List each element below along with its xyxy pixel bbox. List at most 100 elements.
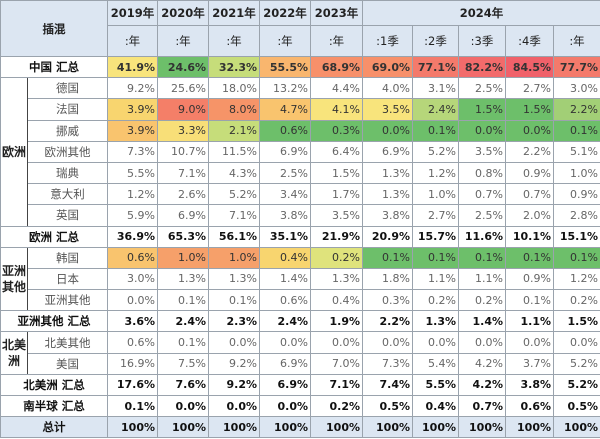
- value-cell[interactable]: 11.6%: [458, 225, 506, 248]
- value-cell[interactable]: 7.3%: [362, 352, 413, 375]
- value-cell[interactable]: 0.4%: [310, 289, 363, 312]
- value-cell[interactable]: 3.9%: [107, 119, 158, 142]
- value-cell[interactable]: 0.6%: [259, 289, 311, 312]
- value-cell[interactable]: 6.9%: [259, 140, 311, 163]
- value-cell[interactable]: 3.0%: [107, 267, 158, 291]
- value-cell[interactable]: 0.2%: [458, 289, 506, 312]
- value-cell[interactable]: 36.9%: [107, 225, 158, 248]
- value-cell[interactable]: 10.7%: [157, 140, 209, 163]
- value-cell[interactable]: 100%: [107, 416, 158, 439]
- value-cell[interactable]: 2.3%: [208, 310, 260, 333]
- value-cell[interactable]: 0.2%: [310, 394, 363, 418]
- value-cell[interactable]: 5.2%: [412, 140, 459, 163]
- value-cell[interactable]: 0.2%: [553, 289, 600, 312]
- value-cell[interactable]: 0.1%: [208, 289, 260, 312]
- value-cell[interactable]: 84.5%: [505, 55, 554, 79]
- value-cell[interactable]: 100%: [505, 416, 554, 439]
- value-cell[interactable]: 1.8%: [362, 267, 413, 291]
- value-cell[interactable]: 0.3%: [310, 119, 363, 142]
- value-cell[interactable]: 35.1%: [259, 225, 311, 248]
- value-cell[interactable]: 5.4%: [412, 352, 459, 375]
- value-cell[interactable]: 0.0%: [458, 331, 506, 354]
- value-cell[interactable]: 1.3%: [208, 267, 260, 291]
- value-cell[interactable]: 1.4%: [259, 267, 311, 291]
- value-cell[interactable]: 1.2%: [553, 267, 600, 291]
- value-cell[interactable]: 2.4%: [259, 310, 311, 333]
- value-cell[interactable]: 0.1%: [458, 246, 506, 269]
- value-cell[interactable]: 1.1%: [458, 267, 506, 291]
- value-cell[interactable]: 69.0%: [362, 55, 413, 79]
- value-cell[interactable]: 4.1%: [310, 98, 363, 121]
- value-cell[interactable]: 3.5%: [362, 98, 413, 121]
- value-cell[interactable]: 1.3%: [412, 310, 459, 333]
- value-cell[interactable]: 1.5%: [505, 98, 554, 121]
- value-cell[interactable]: 3.6%: [107, 310, 158, 333]
- value-cell[interactable]: 0.1%: [505, 289, 554, 312]
- value-cell[interactable]: 0.0%: [157, 394, 209, 418]
- value-cell[interactable]: 6.9%: [259, 352, 311, 375]
- value-cell[interactable]: 1.3%: [362, 183, 413, 206]
- value-cell[interactable]: 0.1%: [107, 394, 158, 418]
- value-cell[interactable]: 0.1%: [412, 119, 459, 142]
- value-cell[interactable]: 0.0%: [208, 331, 260, 354]
- value-cell[interactable]: 20.9%: [362, 225, 413, 248]
- value-cell[interactable]: 0.3%: [362, 289, 413, 312]
- value-cell[interactable]: 0.8%: [458, 161, 506, 185]
- value-cell[interactable]: 2.5%: [458, 77, 506, 100]
- value-cell[interactable]: 0.7%: [458, 183, 506, 206]
- value-cell[interactable]: 1.5%: [310, 161, 363, 185]
- value-cell[interactable]: 0.4%: [412, 394, 459, 418]
- value-cell[interactable]: 5.2%: [208, 183, 260, 206]
- value-cell[interactable]: 100%: [362, 416, 413, 439]
- value-cell[interactable]: 32.3%: [208, 55, 260, 79]
- value-cell[interactable]: 82.2%: [458, 55, 506, 79]
- value-cell[interactable]: 2.7%: [412, 204, 459, 227]
- value-cell[interactable]: 21.9%: [310, 225, 363, 248]
- value-cell[interactable]: 4.2%: [458, 352, 506, 375]
- value-cell[interactable]: 5.5%: [107, 161, 158, 185]
- value-cell[interactable]: 24.6%: [157, 55, 209, 79]
- value-cell[interactable]: 4.7%: [259, 98, 311, 121]
- value-cell[interactable]: 0.6%: [505, 394, 554, 418]
- value-cell[interactable]: 3.5%: [458, 140, 506, 163]
- value-cell[interactable]: 4.4%: [310, 77, 363, 100]
- value-cell[interactable]: 1.5%: [458, 98, 506, 121]
- value-cell[interactable]: 1.2%: [107, 183, 158, 206]
- value-cell[interactable]: 17.6%: [107, 373, 158, 397]
- value-cell[interactable]: 0.0%: [259, 331, 311, 354]
- value-cell[interactable]: 0.6%: [107, 331, 158, 354]
- value-cell[interactable]: 0.0%: [362, 119, 413, 142]
- value-cell[interactable]: 10.1%: [505, 225, 554, 248]
- value-cell[interactable]: 56.1%: [208, 225, 260, 248]
- value-cell[interactable]: 7.6%: [157, 373, 209, 397]
- value-cell[interactable]: 2.8%: [553, 204, 600, 227]
- value-cell[interactable]: 6.9%: [259, 373, 311, 397]
- value-cell[interactable]: 2.0%: [505, 204, 554, 227]
- value-cell[interactable]: 1.0%: [412, 183, 459, 206]
- value-cell[interactable]: 100%: [259, 416, 311, 439]
- value-cell[interactable]: 1.3%: [157, 267, 209, 291]
- value-cell[interactable]: 2.5%: [259, 161, 311, 185]
- value-cell[interactable]: 9.0%: [157, 98, 209, 121]
- value-cell[interactable]: 68.9%: [310, 55, 363, 79]
- value-cell[interactable]: 6.9%: [362, 140, 413, 163]
- value-cell[interactable]: 1.1%: [505, 310, 554, 333]
- value-cell[interactable]: 55.5%: [259, 55, 311, 79]
- value-cell[interactable]: 0.0%: [412, 331, 459, 354]
- value-cell[interactable]: 3.7%: [505, 352, 554, 375]
- value-cell[interactable]: 0.7%: [458, 394, 506, 418]
- value-cell[interactable]: 4.3%: [208, 161, 260, 185]
- value-cell[interactable]: 11.5%: [208, 140, 260, 163]
- value-cell[interactable]: 1.5%: [553, 310, 600, 333]
- value-cell[interactable]: 2.6%: [157, 183, 209, 206]
- value-cell[interactable]: 2.4%: [412, 98, 459, 121]
- value-cell[interactable]: 3.8%: [505, 373, 554, 397]
- value-cell[interactable]: 3.4%: [259, 183, 311, 206]
- value-cell[interactable]: 65.3%: [157, 225, 209, 248]
- value-cell[interactable]: 0.1%: [157, 289, 209, 312]
- value-cell[interactable]: 0.4%: [259, 246, 311, 269]
- value-cell[interactable]: 3.3%: [157, 119, 209, 142]
- value-cell[interactable]: 2.4%: [157, 310, 209, 333]
- value-cell[interactable]: 7.4%: [362, 373, 413, 397]
- value-cell[interactable]: 0.2%: [412, 289, 459, 312]
